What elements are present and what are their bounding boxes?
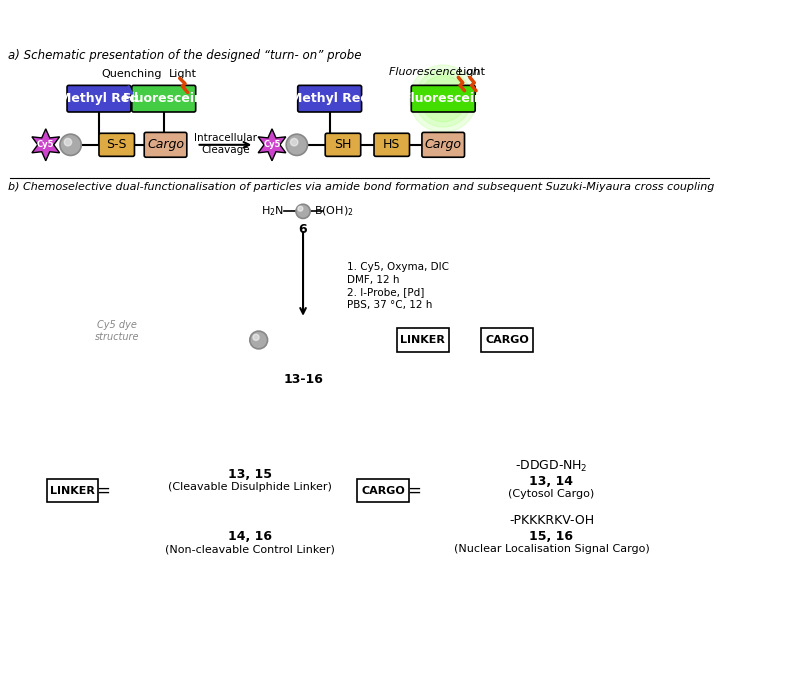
Polygon shape <box>32 129 60 160</box>
Text: DMF, 12 h: DMF, 12 h <box>347 275 400 285</box>
Circle shape <box>420 75 466 122</box>
Text: Cleavage: Cleavage <box>201 145 250 155</box>
FancyBboxPatch shape <box>326 133 360 156</box>
Text: LINKER: LINKER <box>401 335 445 345</box>
Text: Fluorescence on: Fluorescence on <box>389 67 480 77</box>
Text: Cy5: Cy5 <box>263 140 280 150</box>
Text: (Cytosol Cargo): (Cytosol Cargo) <box>508 490 595 499</box>
Text: (Nuclear Localisation Signal Cargo): (Nuclear Localisation Signal Cargo) <box>453 545 650 554</box>
Text: (Cleavable Disulphide Linker): (Cleavable Disulphide Linker) <box>168 482 332 492</box>
Text: H$_2$N: H$_2$N <box>260 205 284 218</box>
Text: Methyl Red: Methyl Red <box>290 92 369 105</box>
Text: Quenching: Quenching <box>101 69 162 79</box>
FancyBboxPatch shape <box>357 479 409 503</box>
Text: SH: SH <box>335 138 351 152</box>
Text: Fluorescein: Fluorescein <box>402 92 484 105</box>
Text: 1. Cy5, Oxyma, DIC: 1. Cy5, Oxyma, DIC <box>347 262 449 272</box>
Circle shape <box>296 204 310 218</box>
Text: CARGO: CARGO <box>361 486 405 496</box>
Text: 14, 16: 14, 16 <box>228 530 271 543</box>
FancyBboxPatch shape <box>132 86 196 112</box>
Text: Cargo: Cargo <box>147 138 184 152</box>
FancyBboxPatch shape <box>482 328 532 352</box>
Text: B(OH)$_2$: B(OH)$_2$ <box>314 205 354 218</box>
Text: 13, 14: 13, 14 <box>529 475 574 488</box>
Text: (Non-cleavable Control Linker): (Non-cleavable Control Linker) <box>165 545 335 554</box>
Circle shape <box>415 70 472 127</box>
Text: Cargo: Cargo <box>425 138 461 152</box>
Circle shape <box>298 206 303 211</box>
FancyBboxPatch shape <box>47 479 98 503</box>
Text: -PKKKRKV-OH: -PKKKRKV-OH <box>509 515 594 528</box>
FancyBboxPatch shape <box>145 133 187 157</box>
Text: 6: 6 <box>299 222 307 235</box>
Text: 13-16: 13-16 <box>283 373 323 386</box>
Text: Light: Light <box>457 67 486 77</box>
Text: Methyl Red: Methyl Red <box>59 92 139 105</box>
Text: HS: HS <box>383 138 401 152</box>
Circle shape <box>410 65 477 133</box>
Text: =: = <box>96 482 111 500</box>
Text: 15, 16: 15, 16 <box>529 530 574 543</box>
Text: Fluorescein: Fluorescein <box>124 92 204 105</box>
Circle shape <box>290 139 298 146</box>
Polygon shape <box>259 129 286 160</box>
Text: 2. I-Probe, [Pd]: 2. I-Probe, [Pd] <box>347 287 425 297</box>
FancyBboxPatch shape <box>297 86 362 112</box>
Text: Intracellular: Intracellular <box>194 133 257 143</box>
Text: S-S: S-S <box>107 138 127 152</box>
Circle shape <box>60 134 82 156</box>
FancyBboxPatch shape <box>411 86 475 112</box>
FancyBboxPatch shape <box>397 328 448 352</box>
Text: PBS, 37 °C, 12 h: PBS, 37 °C, 12 h <box>347 299 433 309</box>
Circle shape <box>64 139 72 146</box>
Text: CARGO: CARGO <box>486 335 529 345</box>
Text: =: = <box>407 482 421 500</box>
FancyBboxPatch shape <box>422 133 465 157</box>
Text: b) Chemoselective dual-functionalisation of particles via amide bond formation a: b) Chemoselective dual-functionalisation… <box>9 182 715 192</box>
FancyBboxPatch shape <box>99 133 134 156</box>
Text: Cy5 dye
structure: Cy5 dye structure <box>95 320 139 342</box>
Text: 13, 15: 13, 15 <box>228 469 271 481</box>
FancyBboxPatch shape <box>67 86 131 112</box>
Text: LINKER: LINKER <box>50 486 95 496</box>
FancyBboxPatch shape <box>374 133 410 156</box>
Text: Cy5: Cy5 <box>37 140 54 150</box>
Circle shape <box>250 331 267 349</box>
Circle shape <box>253 335 259 341</box>
Text: a) Schematic presentation of the designed “turn- on” probe: a) Schematic presentation of the designe… <box>9 49 362 62</box>
Circle shape <box>286 134 308 156</box>
Text: Light: Light <box>169 69 197 79</box>
Text: -DDGD-NH$_2$: -DDGD-NH$_2$ <box>516 458 587 473</box>
